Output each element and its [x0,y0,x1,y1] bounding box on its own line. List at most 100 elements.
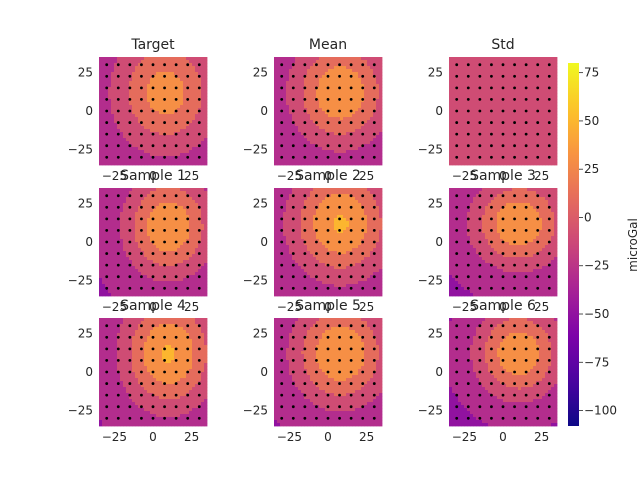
contour-cell [452,84,456,88]
contour-cell [530,129,534,133]
contour-cell [153,236,157,240]
contour-cell [494,159,498,163]
contour-cell [458,99,462,103]
contour-cell [364,69,368,73]
contour-cell [295,57,299,61]
contour-cell [331,60,335,64]
contour-cell [117,197,121,201]
contour-cell [177,153,181,157]
contour-cell [292,114,296,118]
contour-cell [138,117,142,121]
contour-cell [298,99,302,103]
contour-cell [135,132,139,136]
contour-cell [500,111,504,115]
contour-cell [349,90,353,94]
contour-cell [301,72,305,76]
contour-cell [497,141,501,145]
contour-cell [135,117,139,121]
contour-cell [545,108,549,112]
contour-cell [102,290,106,294]
contour-cell [545,141,549,145]
contour-cell [126,269,130,273]
contour-cell [358,159,362,163]
station-point [197,109,201,113]
contour-cell [99,239,103,243]
contour-cell [153,293,157,297]
contour-cell [313,102,317,106]
contour-cell [533,159,537,163]
contour-cell [449,117,453,121]
contour-cell [551,57,555,61]
contour-cell [346,93,350,97]
contour-cell [153,200,157,204]
contour-cell [358,144,362,148]
contour-cell [292,147,296,151]
contour-cell [99,141,103,145]
contour-cell [156,111,160,115]
contour-cell [500,102,504,106]
contour-cell [355,162,359,166]
contour-cell [141,209,145,213]
contour-cell [485,78,489,82]
contour-cell [494,117,498,121]
contour-cell [120,105,124,109]
contour-cell [171,156,175,160]
contour-cell [123,293,127,297]
contour-cell [503,90,507,94]
contour-cell [159,224,163,228]
contour-cell [500,57,504,61]
contour-cell [476,159,480,163]
contour-cell [135,263,139,267]
contour-cell [132,138,136,142]
contour-cell [126,248,130,252]
contour-cell [328,162,332,166]
contour-cell [319,90,323,94]
contour-cell [473,87,477,91]
contour-cell [506,72,510,76]
contour-cell [144,81,148,85]
contour-cell [449,63,453,67]
contour-cell [138,78,142,82]
contour-cell [159,81,163,85]
contour-cell [192,102,196,106]
contour-cell [171,90,175,94]
contour-cell [482,138,486,142]
contour-cell [473,81,477,85]
contour-cell [280,72,284,76]
station-point [349,98,353,101]
contour-cell [485,159,489,163]
contour-cell [337,153,341,157]
contour-cell [132,78,136,82]
station-point [280,74,284,78]
contour-cell [473,102,477,106]
contour-cell [114,278,118,282]
contour-cell [316,93,320,97]
contour-cell [361,78,365,82]
contour-cell [126,123,130,127]
contour-cell [518,78,522,82]
contour-cell [334,135,338,139]
contour-cell [500,93,504,97]
contour-cell [509,102,513,106]
contour-cell [316,108,320,112]
contour-cell [153,66,157,70]
contour-cell [343,129,347,133]
contour-cell [473,156,477,160]
contour-cell [165,69,169,73]
contour-cell [138,135,142,139]
contour-cell [150,281,154,285]
contour-cell [361,93,365,97]
contour-cell [108,218,112,222]
contour-cell [144,203,148,207]
contour-cell [114,218,118,222]
contour-cell [126,60,130,64]
contour-cell [144,281,148,285]
contour-cell [123,60,127,64]
contour-cell [120,263,124,267]
contour-cell [135,135,139,139]
contour-cell [201,96,205,100]
contour-cell [542,102,546,106]
contour-cell [295,78,299,82]
contour-cell [99,138,103,142]
contour-cell [473,66,477,70]
